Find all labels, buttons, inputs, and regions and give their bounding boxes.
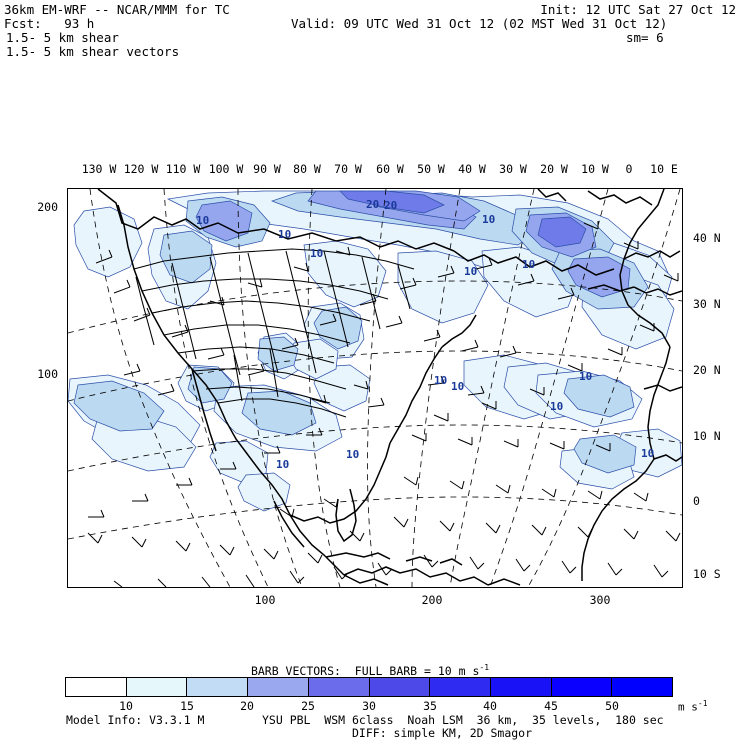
init-time: Init: 12 UTC Sat 27 Oct 12: [540, 2, 736, 17]
coastlines: [97, 189, 682, 586]
svg-text:10: 10: [464, 265, 477, 278]
field-label-shear: 1.5- 5 km shear: [6, 30, 119, 45]
model-title: 36km EM-WRF -- NCAR/MMM for TC: [4, 2, 230, 17]
lat-tick-0: 0: [693, 494, 700, 508]
lon-tick-80w: 80 W: [293, 162, 321, 176]
lon-tick-110w: 110 W: [165, 162, 201, 176]
contour-labels: 10 10 10 20 20 10 10 10 10 10 10 10 10 1…: [196, 198, 654, 471]
svg-text:10: 10: [641, 447, 654, 460]
diffusion-info: DIFF: simple KM, 2D Smagor: [352, 726, 533, 740]
lat-tick-40n: 40 N: [693, 231, 721, 245]
map-graphic: 10 10 10 20 20 10 10 10 10 10 10 10 10 1…: [68, 189, 682, 587]
svg-text:10: 10: [434, 374, 447, 387]
map-panel: 130 W 120 W 110 W 100 W 90 W 80 W 70 W 6…: [37, 162, 721, 607]
map-plot-area[interactable]: 10 10 10 20 20 10 10 10 10 10 10 10 10 1…: [67, 188, 683, 588]
svg-text:10: 10: [579, 370, 592, 383]
model-info: Model Info: V3.3.1 M: [66, 713, 205, 727]
lon-tick-90w: 90 W: [253, 162, 281, 176]
lon-tick-100w: 100 W: [208, 162, 244, 176]
colorbar-tick-30: 30: [362, 699, 376, 713]
lon-tick-20w: 20 W: [540, 162, 568, 176]
colorbar-swatch-4[interactable]: [308, 678, 370, 696]
colorbar-tick-10: 10: [119, 699, 133, 713]
colorbar-swatch-1[interactable]: [126, 678, 188, 696]
colorbar-tick-35: 35: [423, 699, 437, 713]
colorbar-swatch-7[interactable]: [490, 678, 552, 696]
x-tick-100: 100: [254, 593, 276, 607]
shear-fill-25: [339, 190, 587, 248]
colorbar-units-text: m s: [678, 700, 698, 714]
lat-tick-10n: 10 N: [693, 429, 721, 443]
colorbar-swatch-5[interactable]: [369, 678, 431, 696]
svg-text:10: 10: [346, 448, 359, 461]
lon-tick-70w: 70 W: [334, 162, 362, 176]
lat-tick-20n: 20 N: [693, 363, 721, 377]
svg-text:10: 10: [550, 400, 563, 413]
lon-tick-40w: 40 W: [458, 162, 486, 176]
colorbar-swatch-9[interactable]: [612, 678, 673, 696]
lat-tick-30n: 30 N: [693, 297, 721, 311]
colorbar-title-exponent: -1: [479, 663, 490, 672]
wind-barbs: [87, 221, 681, 587]
colorbar-swatch-0[interactable]: [66, 678, 127, 696]
x-tick-200: 200: [421, 593, 443, 607]
svg-text:20: 20: [366, 198, 379, 211]
field-label-shear-vectors: 1.5- 5 km shear vectors: [6, 44, 180, 59]
colorbar-tick-20: 20: [240, 699, 254, 713]
colorbar-tick-45: 45: [544, 699, 558, 713]
colorbar-title: BARB VECTORS: FULL BARB = 10 m s-1: [251, 663, 489, 678]
svg-text:10: 10: [196, 214, 209, 227]
colorbar[interactable]: [65, 677, 673, 697]
lon-tick-0: 0: [625, 162, 633, 176]
x-tick-300: 300: [589, 593, 611, 607]
lat-tick-10s: 10 S: [693, 567, 721, 581]
lon-tick-130w: 130 W: [81, 162, 117, 176]
colorbar-swatch-6[interactable]: [430, 678, 491, 696]
colorbar-tick-15: 15: [180, 699, 194, 713]
y-tick-200: 200: [37, 200, 58, 214]
colorbar-tick-50: 50: [605, 699, 619, 713]
state-borders: [133, 248, 415, 418]
colorbar-swatch-3[interactable]: [248, 678, 309, 696]
colorbar-units: m s-1: [678, 699, 708, 714]
colorbar-tick-25: 25: [301, 699, 315, 713]
colorbar-title-text: BARB VECTORS: FULL BARB = 10 m s: [250, 663, 480, 678]
valid-time: Valid: 09 UTC Wed 31 Oct 12 (02 MST Wed …: [291, 16, 668, 31]
physics-info: YSU PBL WSM 6class Noah LSM 36 km, 35 le…: [262, 713, 664, 727]
svg-text:10: 10: [451, 380, 464, 393]
colorbar-units-exponent: -1: [697, 699, 708, 708]
forecast-hour: Fcst: 93 h: [4, 16, 95, 31]
lon-tick-60w: 60 W: [376, 162, 404, 176]
svg-text:10: 10: [278, 228, 291, 241]
svg-text:10: 10: [310, 247, 323, 260]
svg-text:20: 20: [384, 199, 397, 212]
lon-tick-10w: 10 W: [581, 162, 609, 176]
colorbar-swatch-8[interactable]: [551, 678, 613, 696]
colorbar-tick-40: 40: [483, 699, 497, 713]
colorbar-swatch-2[interactable]: [187, 678, 249, 696]
smoothing-label: sm= 6: [626, 30, 664, 45]
svg-text:10: 10: [522, 258, 535, 271]
lon-tick-50w: 50 W: [417, 162, 445, 176]
lon-tick-120w: 120 W: [123, 162, 159, 176]
y-tick-100: 100: [37, 367, 58, 381]
lon-tick-10e: 10 E: [650, 162, 678, 176]
svg-text:10: 10: [276, 458, 289, 471]
lon-tick-30w: 30 W: [499, 162, 527, 176]
svg-text:10: 10: [482, 213, 495, 226]
